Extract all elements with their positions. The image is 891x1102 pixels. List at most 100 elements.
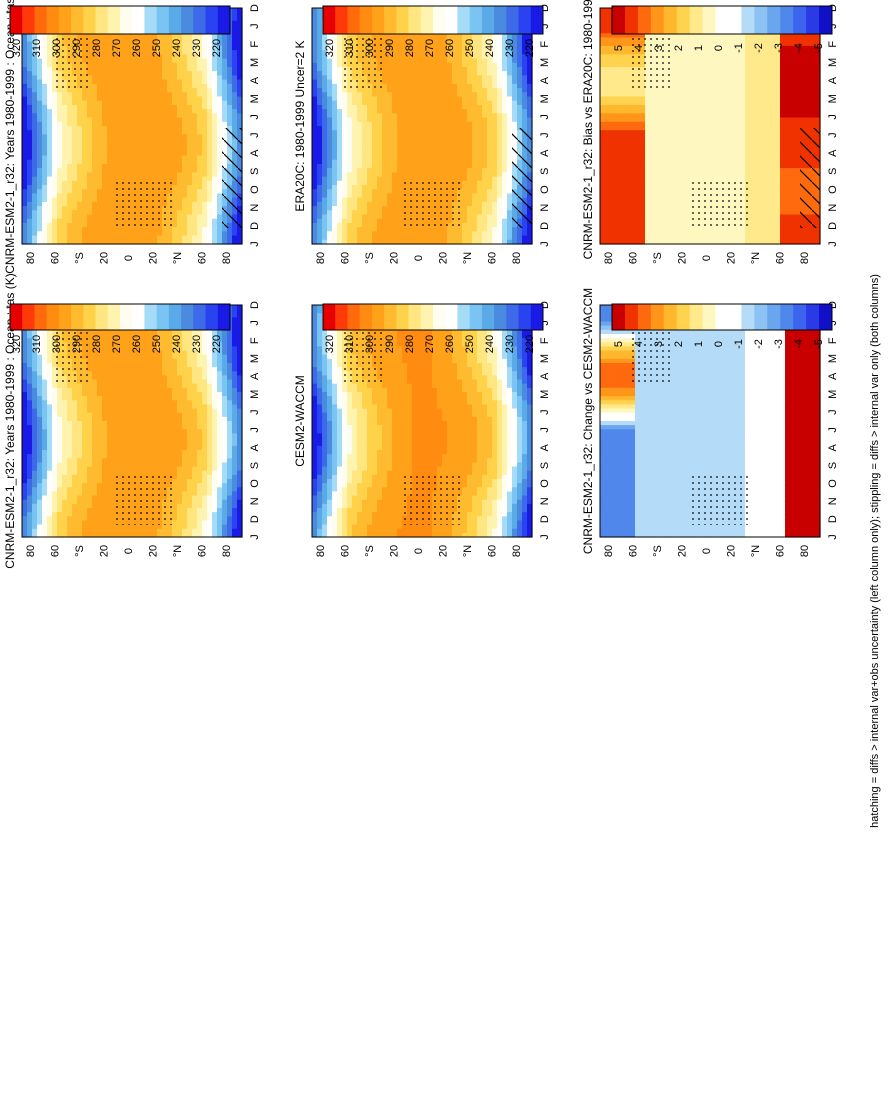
heatmap-cell (177, 350, 183, 356)
heatmap-cell (212, 189, 218, 195)
heatmap-cell (237, 92, 243, 98)
heatmap-cell (167, 329, 173, 335)
heatmap-cell (82, 142, 88, 148)
heatmap-cell (27, 512, 33, 517)
heatmap-cell (142, 458, 148, 464)
heatmap-cell (132, 524, 138, 530)
month-tick-label: M (249, 58, 261, 67)
heatmap-cell (222, 371, 228, 377)
heatmap-cell (67, 96, 73, 102)
heatmap-cell (137, 83, 143, 89)
heatmap-cell (232, 450, 238, 455)
heatmap-cell (207, 329, 213, 335)
heatmap-cell (122, 126, 128, 131)
heatmap-cell (152, 329, 158, 335)
heatmap-cell (67, 210, 73, 216)
heatmap-cell (147, 462, 153, 468)
heatmap-cell (122, 235, 128, 241)
heatmap-cell (137, 67, 143, 72)
heatmap-cell (27, 227, 33, 232)
heatmap-cell (237, 113, 243, 119)
heatmap-cell (47, 479, 53, 484)
heatmap-cell (202, 180, 208, 186)
heatmap-cell (132, 379, 138, 385)
heatmap-cell (27, 528, 33, 534)
heatmap-cell (207, 462, 213, 468)
heatmap-cell (127, 163, 133, 169)
heatmap-cell (172, 163, 178, 169)
heatmap-cell (92, 176, 98, 182)
heatmap-cell (22, 441, 28, 447)
heatmap-cell (37, 416, 43, 422)
heatmap-cell (132, 404, 138, 410)
heatmap-cell (102, 227, 108, 232)
heatmap-cell (222, 396, 228, 401)
heatmap-cell (147, 33, 153, 39)
heatmap-cell (202, 163, 208, 169)
heatmap-cell (222, 433, 228, 439)
heatmap-cell (192, 396, 198, 401)
heatmap-cell (152, 155, 158, 161)
heatmap-cell (222, 75, 228, 81)
heatmap-cell (232, 121, 238, 127)
heatmap-cell (182, 503, 188, 509)
heatmap-cell (232, 334, 238, 339)
heatmap-cell (47, 50, 53, 55)
heatmap-cell (32, 239, 38, 245)
heatmap-cell (172, 100, 178, 106)
heatmap-cell (157, 416, 163, 422)
heatmap-cell (187, 412, 193, 418)
heatmap-cell (137, 466, 143, 472)
heatmap-cell (202, 134, 208, 140)
heatmap-cell (207, 159, 213, 165)
heatmap-cell (57, 532, 63, 538)
heatmap-cell (157, 425, 163, 430)
heatmap-cell (97, 37, 103, 43)
heatmap-cell (202, 483, 208, 488)
heatmap-cell (172, 151, 178, 157)
heatmap-cell (37, 354, 43, 360)
heatmap-cell (52, 172, 58, 178)
heatmap-cell (82, 483, 88, 488)
heatmap-cell (92, 462, 98, 468)
heatmap-cell (227, 113, 233, 119)
heatmap-cell (137, 462, 143, 468)
heatmap-cell (57, 508, 63, 513)
heatmap-cell (142, 71, 148, 77)
heatmap-cell (112, 45, 118, 51)
heatmap-cell (42, 45, 48, 51)
heatmap-cell (57, 126, 63, 131)
heatmap-cell (172, 239, 178, 245)
heatmap-cell (197, 117, 203, 123)
heatmap-cell (207, 483, 213, 488)
heatmap-cell (112, 396, 118, 401)
heatmap-cell (67, 201, 73, 207)
heatmap-cell (197, 387, 203, 393)
heatmap-cell (127, 104, 133, 110)
heatmap-cell (57, 400, 63, 406)
heatmap-cell (37, 421, 43, 426)
heatmap-cell (57, 210, 63, 216)
heatmap-cell (177, 363, 183, 368)
heatmap-cell (172, 524, 178, 530)
heatmap-cell (142, 528, 148, 534)
heatmap-cell (112, 429, 118, 435)
heatmap-cell (107, 516, 113, 522)
heatmap-cell (197, 334, 203, 339)
heatmap-cell (167, 408, 173, 414)
heatmap-cell (177, 416, 183, 422)
heatmap-cell (87, 450, 93, 455)
heatmap-cell (102, 163, 108, 169)
heatmap-cell (182, 155, 188, 161)
heatmap-cell (152, 346, 158, 352)
heatmap-cell (197, 483, 203, 488)
heatmap-cell (187, 193, 193, 199)
heatmap-cell (237, 67, 243, 72)
heatmap-cell (122, 524, 128, 530)
heatmap-cell (127, 50, 133, 55)
heatmap-cell (32, 392, 38, 397)
heatmap-cell (117, 334, 123, 339)
heatmap-cell (217, 371, 223, 377)
heatmap-cell (87, 429, 93, 435)
heatmap-cell (107, 458, 113, 464)
